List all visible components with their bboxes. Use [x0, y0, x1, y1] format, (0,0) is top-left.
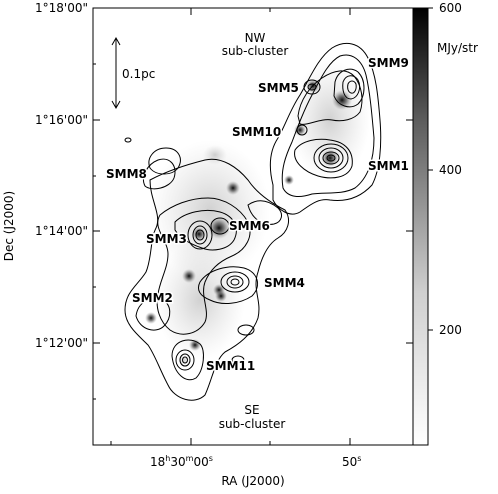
dec-tick-label: 1°16'00" — [35, 113, 88, 127]
dec-tick-labels: 1°18'00" 1°16'00" 1°14'00" 1°12'00" — [35, 1, 88, 350]
colorbar: 600 400 200 MJy/str — [412, 1, 478, 446]
colorbar-tick-label: 400 — [439, 163, 462, 177]
dec-ticks — [93, 7, 413, 400]
dec-tick-label: 1°18'00" — [35, 1, 88, 15]
source-label-smm9: SMM9 — [368, 56, 409, 70]
subcluster-labels: NW sub-cluster SE sub-cluster — [219, 31, 289, 431]
dec-tick-label: 1°14'00" — [35, 224, 88, 238]
nw-label: NW — [245, 31, 266, 45]
nw-sublabel: sub-cluster — [222, 44, 289, 58]
ra-ticks — [110, 8, 351, 445]
y-axis-title: Dec (J2000) — [2, 191, 16, 261]
source-label-smm3: SMM3 — [146, 232, 187, 246]
source-label-smm1: SMM1 — [368, 159, 409, 173]
source-label-smm11: SMM11 — [206, 359, 255, 373]
source-labels: SMM9 SMM5 SMM10 SMM1 SMM8 SMM6 SMM3 SMM4… — [105, 55, 411, 375]
x-axis-title: RA (J2000) — [221, 474, 284, 488]
source-label-smm10: SMM10 — [232, 125, 281, 139]
source-label-smm6: SMM6 — [229, 219, 270, 233]
se-label: SE — [244, 403, 259, 417]
ra-tick-labels: 18h30m00s 50s — [150, 454, 361, 469]
contours — [124, 42, 382, 401]
scale-bar-label: 0.1pc — [122, 67, 155, 81]
se-sublabel: sub-cluster — [219, 417, 286, 431]
colorbar-unit-label: MJy/str — [437, 41, 478, 55]
colorbar-tick-label: 200 — [439, 323, 462, 337]
ra-tick-label-second: 50s — [342, 454, 361, 469]
colorbar-tick-label: 600 — [439, 1, 462, 15]
source-label-smm5: SMM5 — [258, 81, 299, 95]
ra-tick-label-main: 18h30m00s — [150, 454, 213, 469]
source-label-smm2: SMM2 — [132, 291, 173, 305]
colorbar-gradient — [412, 7, 429, 446]
source-label-smm4: SMM4 — [264, 276, 305, 290]
source-label-smm8: SMM8 — [106, 167, 147, 181]
scale-bar: 0.1pc — [111, 36, 155, 110]
map-panel: 0.1pc NW sub-cluster SE sub-cluster SMM9… — [92, 7, 414, 446]
dec-tick-label: 1°12'00" — [35, 336, 88, 350]
